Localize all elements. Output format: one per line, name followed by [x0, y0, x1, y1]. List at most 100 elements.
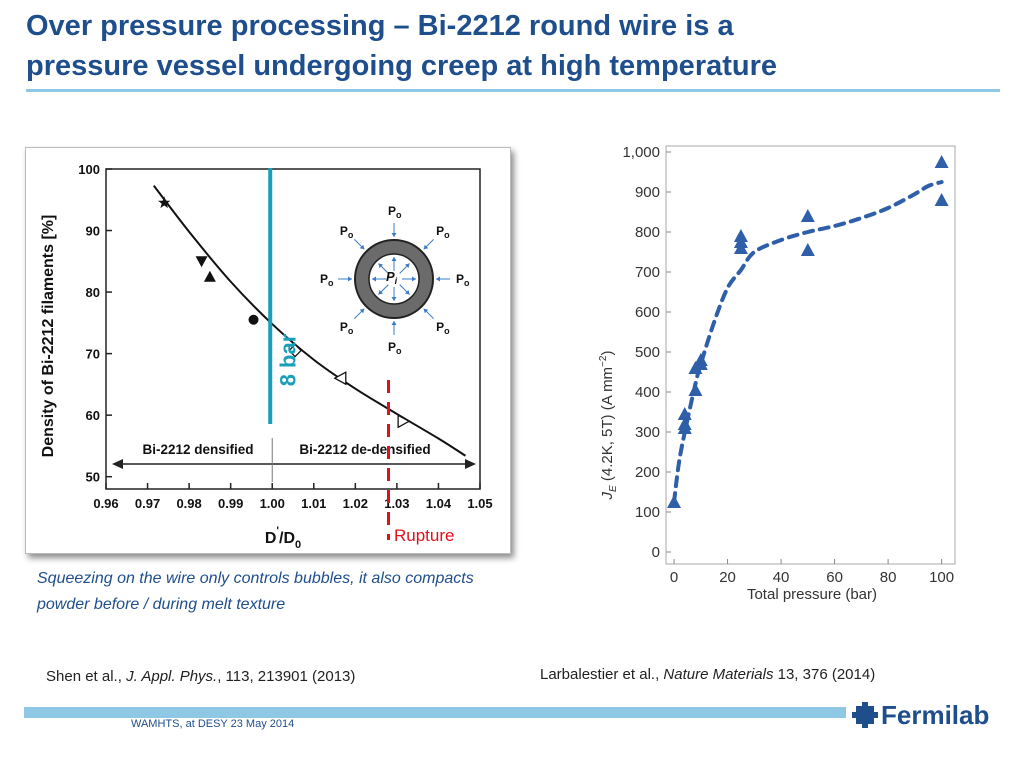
left-data-markers: [158, 196, 411, 429]
citation-right: Larbalestier et al., Nature Materials 13…: [540, 666, 876, 683]
fermilab-logo: Fermilab: [852, 700, 989, 730]
je-pressure-chart: 0 20 40 60 80 100 0 100 200 300 400 500 600 700 800 90…: [598, 144, 956, 603]
inner-pressure-label: Pi: [386, 269, 398, 286]
right-marker-triangle: [934, 155, 949, 168]
left-x-tick-label: 0.99: [218, 496, 243, 511]
right-marker-triangle: [934, 193, 949, 206]
right-marker-triangle: [800, 243, 815, 256]
left-x-tick-label: 1.03: [384, 496, 409, 511]
inner-arrow-head: [391, 257, 397, 261]
slide-title: Over pressure processing – Bi-2212 round…: [26, 6, 1006, 86]
left-y-ticks: 100 90 80 70 60 50: [78, 162, 112, 485]
left-x-tick-label: 0.98: [176, 496, 201, 511]
left-y-tick-label: 80: [86, 285, 100, 300]
right-marker-triangle: [693, 353, 708, 366]
left-x-tick-label: 0.96: [93, 496, 118, 511]
right-marker-triangle: [688, 383, 703, 396]
right-y-tick-label: 500: [635, 344, 660, 361]
plot-frame: [105, 168, 481, 490]
right-x-ticks: 0 20 40 60 80 100: [670, 559, 954, 586]
right-xlabel: Total pressure (bar): [747, 586, 877, 603]
slide-title-line1: Over pressure processing – Bi-2212 round…: [26, 10, 734, 42]
outer-pressure-label: Po: [456, 272, 470, 288]
left-xlabel: D'/D0: [265, 525, 301, 551]
right-y-ticks: 0 100 200 300 400 500 600 700 800 900 1,000: [622, 144, 671, 561]
marker-open-left-triangle: [333, 371, 347, 386]
right-marker-triangle: [667, 495, 682, 508]
region-label-bg-left: [127, 438, 267, 460]
fermilab-logo-icon: [852, 702, 878, 728]
region-label-dedensified: Bi-2212 de-densified: [299, 442, 430, 457]
fit-curve: [152, 185, 466, 457]
left-x-tick-label: 1.05: [467, 496, 492, 511]
left-ylabel: Density of Bi-2212 filaments [%]: [40, 215, 57, 458]
right-data-markers: [667, 155, 949, 508]
figure-caption: Squeezing on the wire only controls bubb…: [37, 570, 474, 613]
marker-star: [158, 196, 171, 209]
fermilab-logo-text: Fermilab: [881, 699, 990, 730]
right-x-tick-label: 20: [719, 569, 736, 586]
right-figure-panel: 0 20 40 60 80 100 0 100 200 300 400 500 600 700 800 90…: [590, 140, 965, 610]
title-underline: [26, 89, 1000, 92]
outer-arrow-head: [423, 308, 429, 314]
inner-arrow-head: [372, 276, 376, 282]
outer-pressure-label: Po: [436, 320, 450, 336]
right-y-tick-label: 600: [635, 304, 660, 321]
inner-arrow-head: [404, 289, 410, 295]
right-y-tick-label: 900: [635, 184, 660, 201]
inner-arrow-head: [404, 263, 410, 269]
outer-pressure-label: Po: [436, 224, 450, 240]
right-y-tick-label: 100: [635, 504, 660, 521]
inner-arrow-head: [412, 276, 416, 282]
left-y-tick-label: 100: [78, 162, 100, 177]
right-marker-triangle: [677, 407, 692, 420]
density-chart: Density of Bi-2212 filaments [%] 0.96 0.9…: [40, 162, 493, 551]
inner-arrow-head: [391, 297, 397, 301]
right-y-tick-label: 800: [635, 224, 660, 241]
marker-open-diamond: [288, 343, 302, 358]
slide-title-line2: pressure vessel undergoing creep at high…: [26, 50, 778, 82]
footer-bar: [24, 707, 846, 718]
right-ylabel: JE (4.2K, 5T) (A mm−2): [598, 351, 619, 501]
right-y-tick-label: 0: [652, 544, 660, 561]
inner-arrow-head: [378, 263, 384, 269]
eight-bar-label: 8 bar: [275, 333, 301, 387]
footer-text: WAMHTS, at DESY 23 May 2014: [131, 718, 295, 730]
outer-arrow-head: [436, 276, 440, 282]
region-arrow-right-head: [465, 459, 476, 469]
left-x-tick-label: 1.02: [343, 496, 368, 511]
region-label-bg-right: [280, 438, 448, 460]
right-y-tick-label: 700: [635, 264, 660, 281]
right-y-tick-label: 1,000: [622, 144, 660, 161]
left-y-tick-label: 90: [86, 224, 100, 239]
right-marker-triangle: [677, 421, 692, 434]
outer-pressure-label: Po: [388, 340, 402, 356]
right-y-tick-label: 200: [635, 464, 660, 481]
outer-arrow-head: [391, 321, 397, 325]
right-y-tick-label: 400: [635, 384, 660, 401]
outer-arrow-head: [348, 276, 352, 282]
outer-pressure-label: Po: [340, 320, 354, 336]
inner-pressure-arrows: [372, 257, 416, 301]
marker-circle: [248, 314, 259, 325]
outer-pressure-arrows: [338, 223, 450, 335]
trend-line: [672, 180, 944, 504]
right-x-tick-label: 60: [826, 569, 843, 586]
outer-pressure-label: Po: [320, 272, 334, 288]
marker-down-triangle: [195, 256, 208, 268]
inner-arrow-head: [378, 289, 384, 295]
right-plot-frame: [665, 145, 956, 565]
left-x-tick-label: 0.97: [135, 496, 160, 511]
left-x-tick-label: 1.04: [426, 496, 452, 511]
marker-open-right-triangle: [397, 414, 411, 429]
left-y-tick-label: 70: [86, 347, 100, 362]
rupture-label: Rupture: [394, 526, 455, 545]
right-x-tick-label: 0: [670, 569, 678, 586]
region-arrow-left-head: [112, 459, 123, 469]
left-figure-panel: Density of Bi-2212 filaments [%] 0.96 0.9…: [25, 147, 511, 554]
outer-pressure-label: Po: [388, 204, 402, 220]
right-y-tick-label: 300: [635, 424, 660, 441]
right-marker-triangle: [733, 229, 748, 242]
left-x-ticks: 0.96 0.97 0.98 0.99 1.00 1.01 1.02 1.03 1.04 1.05: [93, 483, 493, 511]
outer-arrow-head: [359, 244, 365, 250]
